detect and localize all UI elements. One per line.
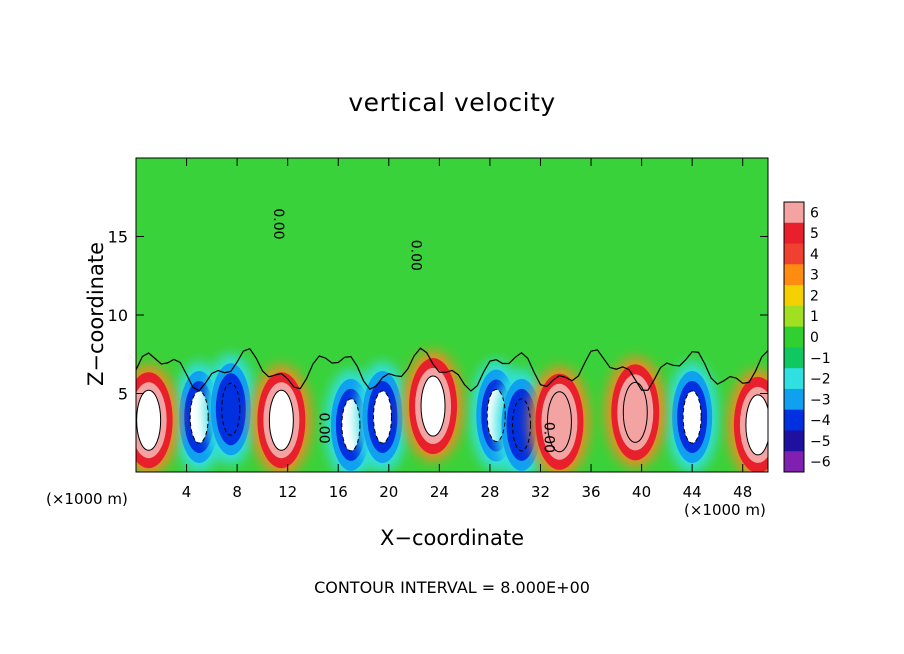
updraft-cell bbox=[529, 366, 590, 472]
updraft-core bbox=[136, 390, 161, 451]
downdraft-core bbox=[683, 391, 702, 444]
colorbar-swatch bbox=[784, 409, 804, 431]
contour-label: 0.00 bbox=[540, 422, 556, 453]
colorbar-swatch bbox=[784, 347, 804, 369]
downdraft-contour bbox=[682, 390, 702, 444]
updraft-cell bbox=[727, 369, 768, 472]
downdraft-inner bbox=[215, 373, 246, 446]
colorbar-swatch bbox=[784, 326, 804, 348]
updraft-inner bbox=[617, 374, 654, 451]
downdraft-inner bbox=[506, 388, 537, 461]
updraft-core bbox=[421, 376, 446, 437]
updraft-contour bbox=[745, 394, 768, 456]
y-axis-ticks: 5 10 15 bbox=[108, 228, 768, 404]
chart-title: vertical velocity bbox=[348, 88, 556, 117]
x-tick-label: 28 bbox=[480, 483, 499, 501]
x-unit-label-right: (×1000 m) bbox=[684, 501, 766, 519]
downdraft-cell bbox=[204, 354, 257, 465]
updraft-cell bbox=[605, 357, 666, 468]
downdraft-contour bbox=[221, 382, 241, 436]
downdraft-contour bbox=[341, 398, 361, 452]
x-tick-label: 48 bbox=[733, 483, 752, 501]
x-tick-label: 40 bbox=[632, 483, 651, 501]
y-tick-label: 10 bbox=[108, 306, 128, 325]
downdraft-contour bbox=[512, 398, 532, 452]
colorbar-swatch bbox=[784, 243, 804, 265]
contour-interval-note: CONTOUR INTERVAL = 8.000E+00 bbox=[314, 578, 590, 597]
x-axis-ticks: 4 8 12 16 20 24 28 32 36 40 44 48 bbox=[182, 158, 752, 501]
colorbar-tick-label: 0 bbox=[810, 330, 819, 346]
updraft-contour bbox=[546, 391, 572, 453]
y-tick-label: 15 bbox=[108, 228, 128, 247]
heatmap-field bbox=[136, 158, 768, 472]
x-tick-label: 24 bbox=[430, 483, 449, 501]
colorbar-tick-label: −6 bbox=[810, 455, 831, 471]
colorbar-tick-label: 1 bbox=[810, 309, 819, 325]
contour-lines bbox=[136, 347, 768, 456]
updraft-contour bbox=[136, 389, 162, 451]
x-tick-label: 20 bbox=[379, 483, 398, 501]
downdraft-contour bbox=[372, 390, 392, 444]
colorbar-tick-label: −5 bbox=[810, 434, 831, 450]
x-axis-label: X−coordinate bbox=[380, 526, 524, 550]
downdraft-contour bbox=[486, 388, 506, 442]
colorbar-tick-label: 4 bbox=[810, 247, 819, 263]
updraft-core bbox=[745, 394, 768, 455]
updraft-core bbox=[269, 390, 294, 451]
colorbar-swatch bbox=[784, 388, 804, 411]
colorbar-swatch bbox=[784, 368, 804, 390]
downdraft-core bbox=[190, 391, 209, 444]
updraft-contour bbox=[420, 375, 446, 437]
contour-label: 0.00 bbox=[408, 240, 424, 271]
x-tick-label: 4 bbox=[182, 483, 192, 501]
downdraft-core bbox=[373, 391, 392, 444]
y-tick-label: 5 bbox=[118, 385, 128, 404]
colorbar-swatch bbox=[784, 222, 804, 245]
colorbar-swatch bbox=[784, 451, 804, 473]
colorbar-tick-label: −3 bbox=[810, 392, 831, 408]
x-tick-label: 36 bbox=[581, 483, 600, 501]
colorbar-tick-label: −1 bbox=[810, 351, 831, 367]
x-tick-label: 44 bbox=[683, 483, 702, 501]
colorbar-swatch bbox=[784, 285, 804, 307]
x-unit-label-left: (×1000 m) bbox=[46, 490, 128, 508]
colorbar-swatch bbox=[784, 305, 804, 328]
colorbar: 6 5 4 3 2 1 0 −1 −2 −3 −4 −5 −6 bbox=[783, 201, 831, 473]
contour-label: 0.00 bbox=[270, 208, 286, 239]
zero-contour-line bbox=[136, 347, 768, 392]
colorbar-tick-label: −4 bbox=[810, 413, 831, 429]
colorbar-swatch bbox=[784, 430, 804, 452]
colorbar-tick-label: 6 bbox=[810, 205, 819, 221]
contour-labels: 0.00 0.00 0.00 0.00 bbox=[270, 208, 556, 453]
colorbar-swatch bbox=[784, 202, 804, 224]
x-tick-label: 16 bbox=[329, 483, 348, 501]
updraft-cell bbox=[251, 365, 312, 472]
colorbar-tick-label: −2 bbox=[810, 372, 831, 388]
updraft-cell bbox=[136, 365, 179, 472]
x-tick-label: 12 bbox=[278, 483, 297, 501]
downdraft-cell bbox=[666, 362, 719, 472]
contour-label: 0.00 bbox=[315, 412, 331, 443]
colorbar-tick-label: 2 bbox=[810, 288, 819, 304]
colorbar-tick-label: 5 bbox=[810, 226, 819, 242]
x-tick-label: 8 bbox=[232, 483, 242, 501]
updraft-cell bbox=[403, 351, 464, 462]
updraft-contour bbox=[268, 389, 294, 451]
x-tick-label: 32 bbox=[531, 483, 550, 501]
colorbar-swatch bbox=[784, 264, 804, 286]
downdraft-contour bbox=[189, 390, 209, 444]
downdraft-core bbox=[341, 398, 360, 451]
colorbar-frame bbox=[783, 201, 805, 473]
colorbar-tick-label: 3 bbox=[810, 268, 819, 284]
updraft-contour bbox=[622, 381, 648, 443]
